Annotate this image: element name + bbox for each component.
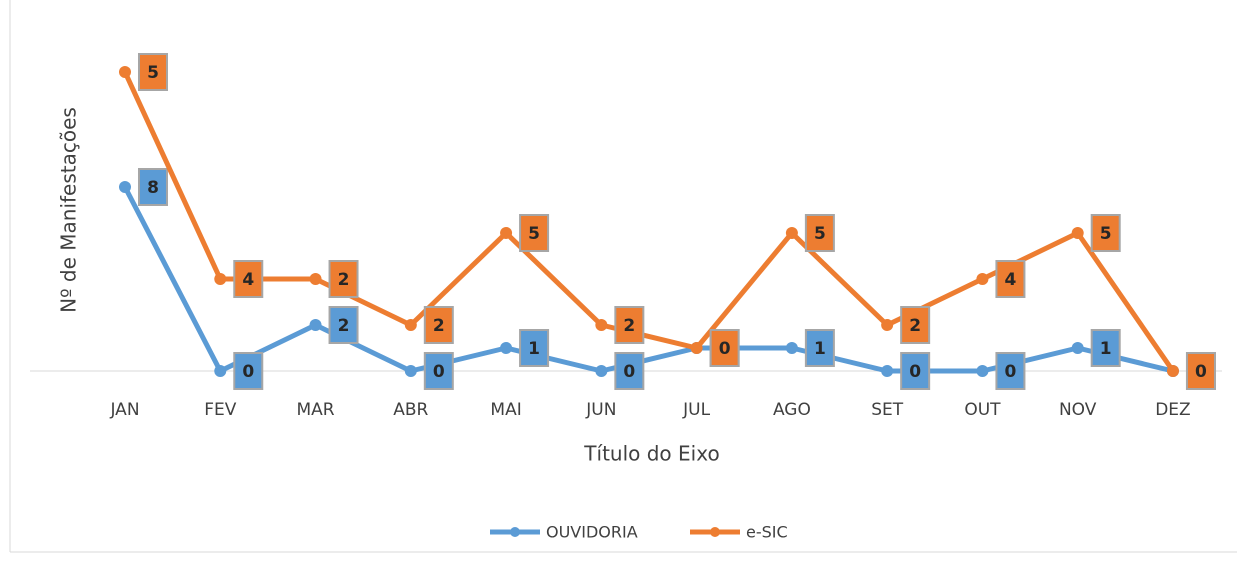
point bbox=[1071, 342, 1084, 354]
data-label-box bbox=[614, 306, 645, 344]
point bbox=[1071, 227, 1084, 239]
data-label: 0 bbox=[1005, 362, 1017, 382]
point bbox=[404, 365, 417, 377]
data-label: 0 bbox=[719, 339, 731, 359]
data-label: 0 bbox=[623, 362, 635, 382]
point bbox=[595, 319, 608, 331]
data-label-box bbox=[804, 329, 835, 367]
data-label: 0 bbox=[433, 362, 445, 382]
data-label: 2 bbox=[433, 316, 445, 336]
series-line bbox=[122, 70, 1176, 373]
point bbox=[309, 273, 322, 285]
x-tick-label: AGO bbox=[773, 400, 811, 420]
data-label-box bbox=[709, 329, 740, 367]
data-label: 8 bbox=[147, 178, 159, 198]
data-label-box bbox=[328, 306, 359, 344]
data-label-box bbox=[328, 260, 359, 298]
data-label-box bbox=[233, 260, 264, 298]
point bbox=[500, 227, 513, 239]
data-label: 4 bbox=[1005, 270, 1017, 290]
point bbox=[690, 342, 703, 354]
data-label-box bbox=[1185, 352, 1216, 390]
data-label: 2 bbox=[909, 316, 921, 336]
data-label: 5 bbox=[528, 224, 540, 244]
data-label-box bbox=[138, 53, 168, 91]
data-label-box bbox=[423, 352, 454, 390]
data-label-box bbox=[423, 306, 454, 344]
data-label-box bbox=[1090, 329, 1121, 367]
data-label: 1 bbox=[1100, 339, 1112, 359]
point bbox=[881, 319, 894, 331]
x-tick-label: FEV bbox=[204, 400, 237, 420]
data-label: 1 bbox=[814, 339, 826, 359]
data-label-box bbox=[804, 214, 835, 252]
point bbox=[500, 342, 513, 354]
x-tick-label: MAI bbox=[490, 400, 521, 420]
point bbox=[119, 66, 131, 78]
data-label-box bbox=[995, 260, 1026, 298]
legend-label: OUVIDORIA bbox=[546, 523, 638, 542]
point bbox=[309, 319, 322, 331]
legend-swatch bbox=[710, 527, 720, 537]
data-label-box bbox=[900, 306, 931, 344]
data-label: 2 bbox=[623, 316, 635, 336]
point bbox=[214, 365, 227, 377]
data-label-box bbox=[519, 329, 550, 367]
x-tick-label: JUN bbox=[585, 400, 616, 420]
x-tick-label: ABR bbox=[393, 400, 428, 420]
data-label: 5 bbox=[814, 224, 826, 244]
data-label: 0 bbox=[242, 362, 254, 382]
data-label-box bbox=[614, 352, 645, 390]
data-label: 0 bbox=[909, 362, 921, 382]
x-tick-label: MAR bbox=[296, 400, 334, 420]
legend-swatch bbox=[510, 527, 520, 537]
data-label: 2 bbox=[338, 316, 350, 336]
point bbox=[785, 227, 798, 239]
data-label-box bbox=[233, 352, 264, 390]
data-label: 5 bbox=[147, 63, 159, 83]
point bbox=[1166, 365, 1179, 377]
x-tick-label: NOV bbox=[1059, 400, 1097, 420]
data-label-box bbox=[1090, 214, 1121, 252]
x-axis-label: Título do Eixo bbox=[583, 442, 719, 466]
point bbox=[976, 273, 989, 285]
data-label: 5 bbox=[1100, 224, 1112, 244]
point bbox=[785, 342, 798, 354]
point bbox=[404, 319, 417, 331]
data-label: 0 bbox=[1195, 362, 1207, 382]
x-tick-label: JUL bbox=[682, 400, 710, 420]
data-label-box bbox=[519, 214, 550, 252]
x-tick-label: JAN bbox=[109, 400, 139, 420]
data-label: 4 bbox=[242, 270, 254, 290]
x-tick-label: SET bbox=[871, 400, 904, 420]
point bbox=[214, 273, 227, 285]
point bbox=[881, 365, 894, 377]
data-label: 1 bbox=[528, 339, 540, 359]
data-label-box bbox=[138, 168, 168, 206]
data-label: 2 bbox=[338, 270, 350, 290]
legend-label: e-SIC bbox=[746, 523, 788, 542]
point bbox=[119, 181, 131, 193]
data-label-box bbox=[900, 352, 931, 390]
data-label-box bbox=[995, 352, 1026, 390]
x-tick-label: OUT bbox=[964, 400, 1001, 420]
y-axis-label: Nº de Manifestações bbox=[57, 107, 81, 313]
point bbox=[976, 365, 989, 377]
x-tick-label: DEZ bbox=[1155, 400, 1190, 420]
point bbox=[595, 365, 608, 377]
